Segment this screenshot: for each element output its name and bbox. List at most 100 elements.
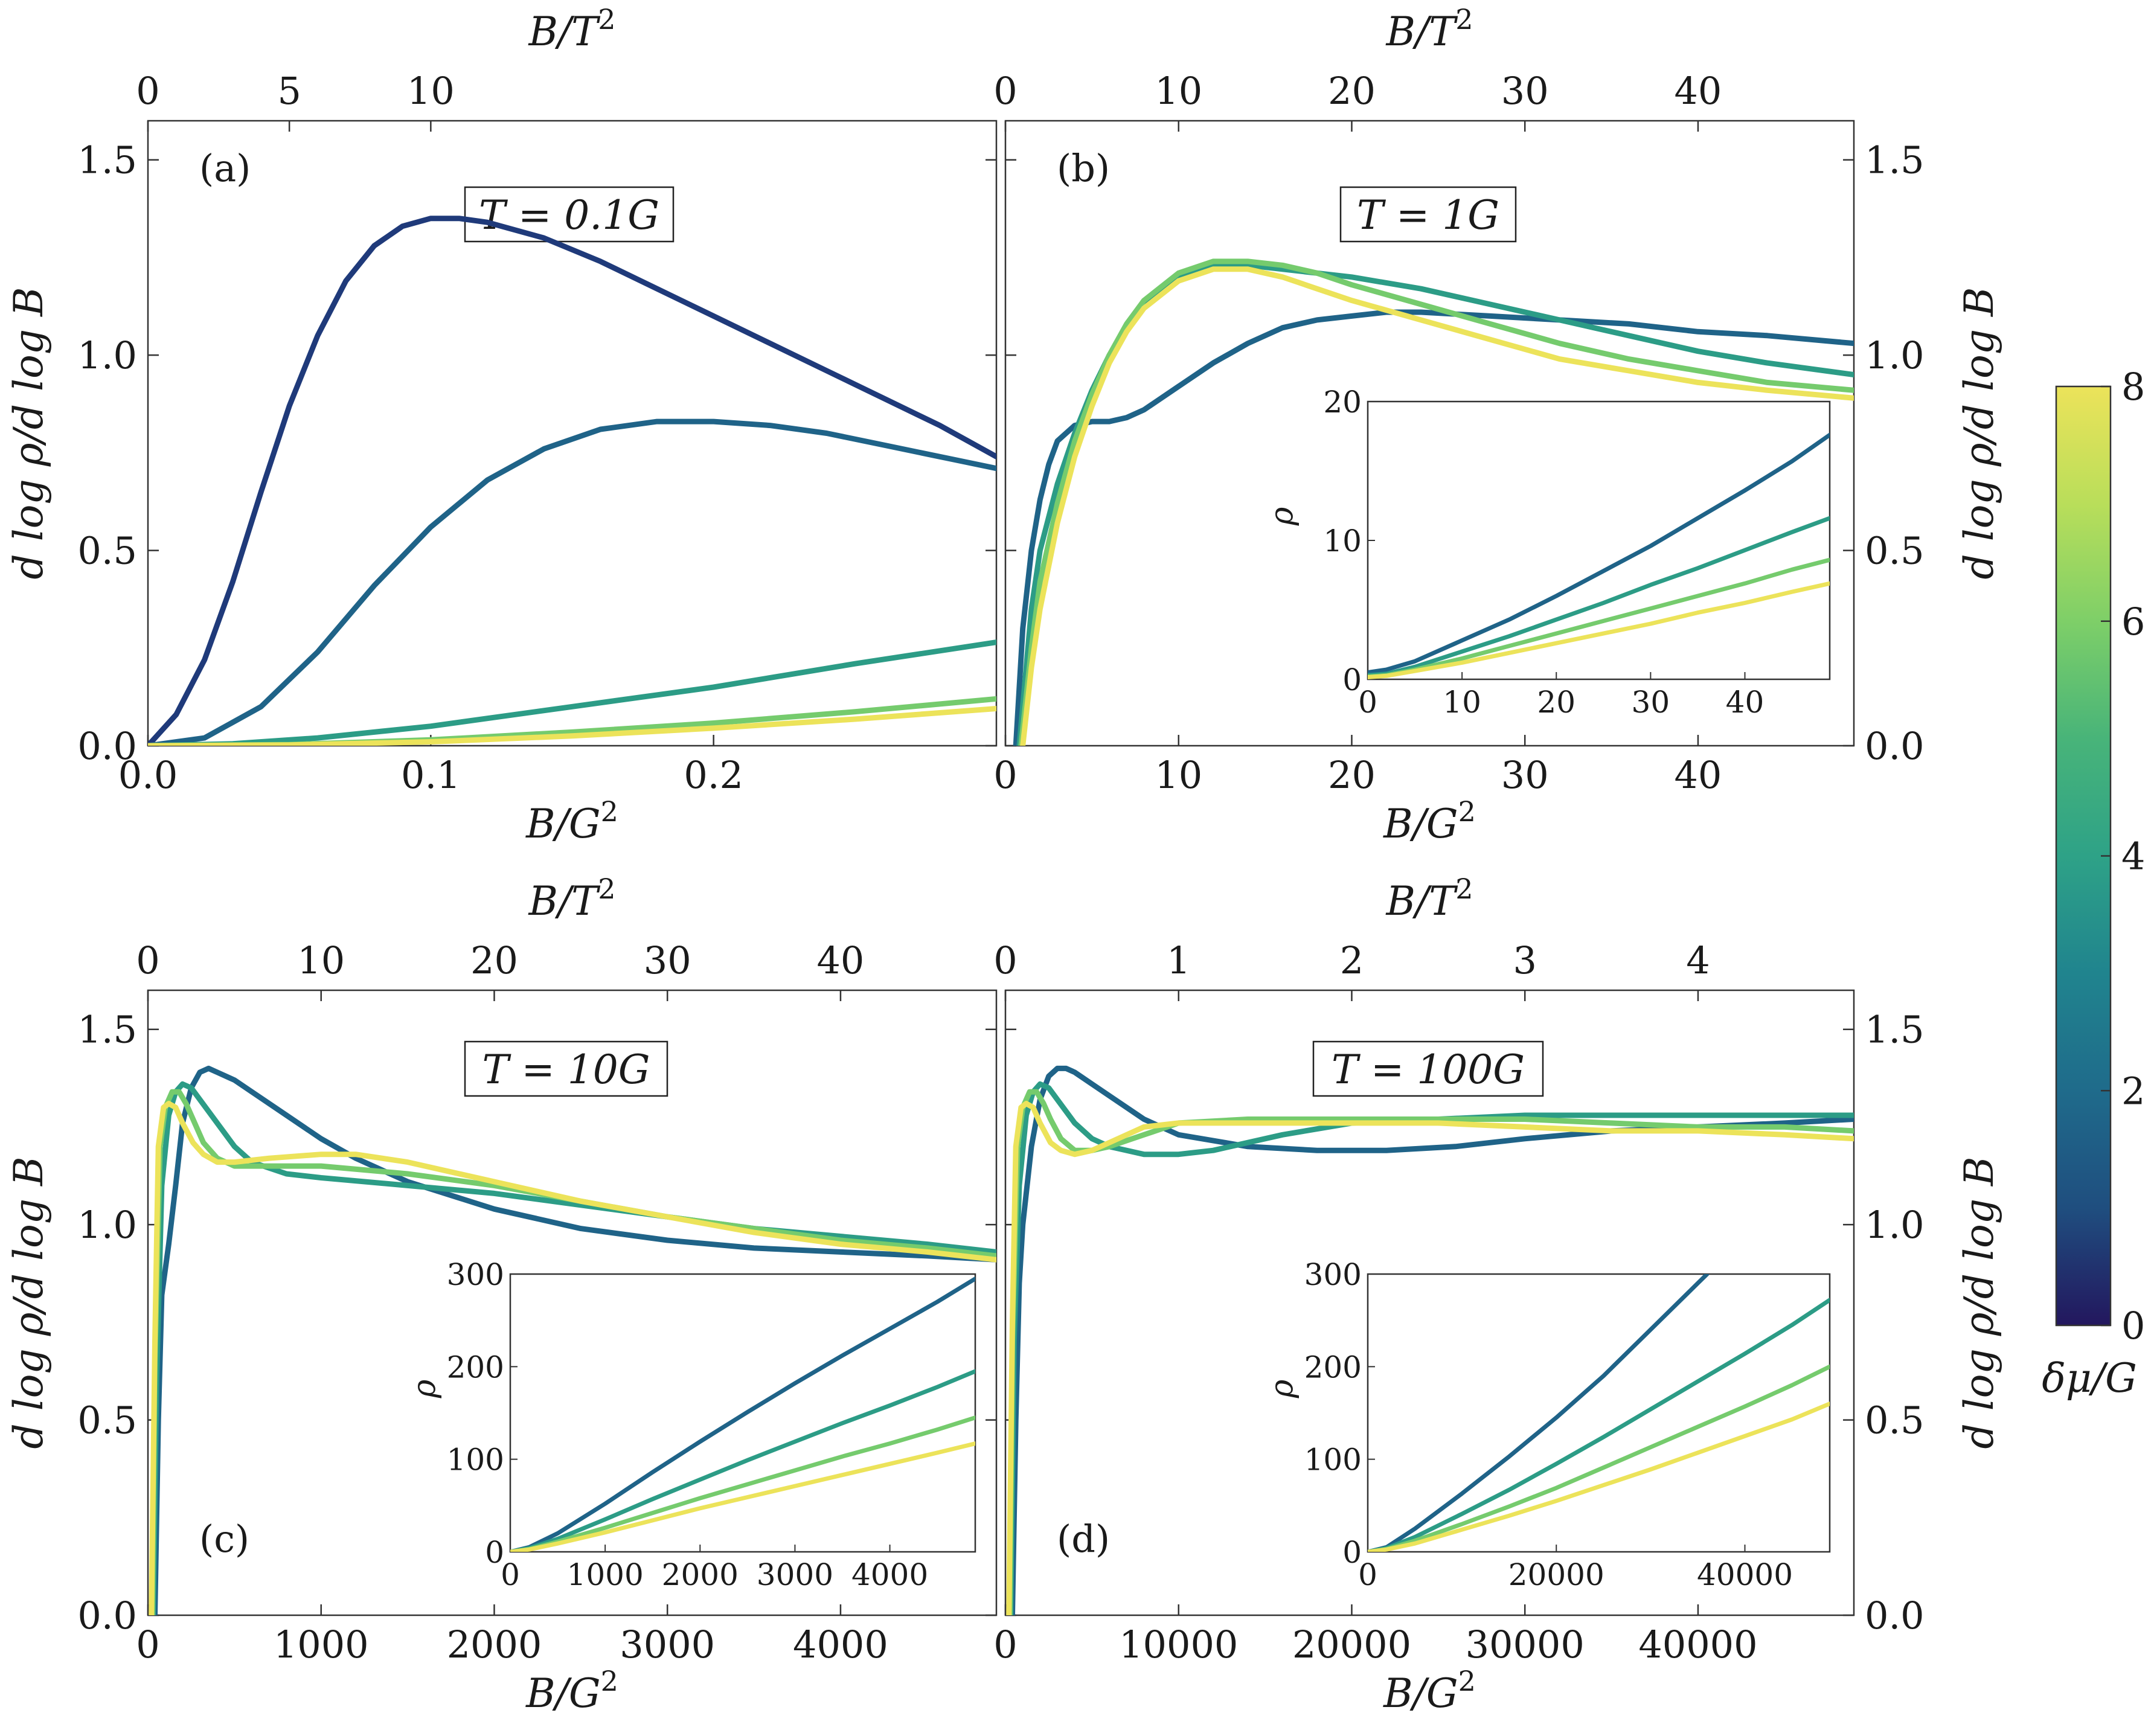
y-tick-label: 0.5 xyxy=(1865,1398,1925,1443)
inset-x-tick-label: 40 xyxy=(1726,685,1765,720)
top-x-tick-label: 20 xyxy=(470,938,518,982)
temperature-label: T = 1G xyxy=(1357,192,1499,239)
top-x-axis-title: B/T2 xyxy=(528,873,615,924)
x-tick-label: 4000 xyxy=(793,1622,888,1667)
panel-label: (d) xyxy=(1057,1517,1110,1561)
y-tick-label: 0.0 xyxy=(77,1593,137,1638)
series-line xyxy=(148,418,996,746)
inset-y-tick-label: 300 xyxy=(1304,1257,1362,1292)
top-x-tick-label: 20 xyxy=(1328,69,1376,113)
x-tick-label: 20 xyxy=(1328,753,1376,797)
y-axis-title: d log ρ/d log B xyxy=(1956,1156,2002,1449)
x-tick-label: 10000 xyxy=(1119,1622,1238,1667)
y-tick-label: 1.0 xyxy=(1865,1203,1925,1247)
top-x-tick-label: 10 xyxy=(1155,69,1202,113)
x-axis-title: B/G2 xyxy=(1383,1665,1476,1717)
x-tick-label: 0 xyxy=(136,1622,159,1667)
top-x-axis-title: B/T2 xyxy=(528,3,615,55)
inset-y-axis-title: ρ xyxy=(406,1379,443,1398)
series-line xyxy=(148,706,996,746)
panel-label: (b) xyxy=(1057,146,1110,190)
colorbar-tick-label: 8 xyxy=(2121,365,2145,409)
series-line xyxy=(149,1101,996,1615)
temperature-box xyxy=(1339,186,1517,243)
top-x-tick-label: 10 xyxy=(407,69,455,113)
top-x-tick-label: 4 xyxy=(1686,938,1710,982)
inset-plot: 0 10 20 30 40 0 10 20 ρ xyxy=(1264,385,1831,720)
x-tick-label: 30000 xyxy=(1466,1622,1585,1667)
y-tick-label: 1.0 xyxy=(77,333,137,377)
y-axis-title: d log ρ/d log B xyxy=(1956,287,2002,579)
inset-x-tick-label: 1000 xyxy=(567,1557,644,1592)
y-axis-title: d log ρ/d log B xyxy=(5,1156,52,1449)
panel-a: 0.0 0.1 0.2 0 5 10 0.0 0.5 1.0 1.5 B/G2 B/T2 d log ρ… xyxy=(5,3,998,847)
top-x-tick-label: 40 xyxy=(1674,69,1722,113)
inset-x-tick-label: 0 xyxy=(1358,685,1377,720)
top-x-axis-title: B/T2 xyxy=(1385,3,1473,55)
top-x-tick-label: 40 xyxy=(816,938,864,982)
inset-x-tick-label: 20000 xyxy=(1508,1557,1604,1592)
temperature-label: T = 100G xyxy=(1332,1046,1525,1093)
inset-y-tick-label: 0 xyxy=(485,1535,504,1570)
y-tick-label: 0.0 xyxy=(1865,1593,1925,1638)
inset-plot: 0 1000 2000 3000 4000 0 100 200 300 ρ xyxy=(406,1257,976,1592)
temperature-box xyxy=(464,1040,668,1097)
colorbar: 0 2 4 6 8 δμ/G xyxy=(2042,365,2145,1401)
inset-series-line xyxy=(510,1276,975,1552)
x-tick-label: 2000 xyxy=(447,1622,542,1667)
inset-x-tick-label: 4000 xyxy=(851,1557,928,1592)
x-tick-label: 3000 xyxy=(620,1622,715,1667)
y-tick-label: 1.5 xyxy=(1865,1008,1925,1052)
x-tick-label: 0 xyxy=(993,753,1017,797)
series-group xyxy=(149,1065,996,1615)
temperature-label: T = 0.1G xyxy=(479,192,659,239)
colorbar-tick-label: 0 xyxy=(2121,1304,2145,1348)
x-tick-label: 0.2 xyxy=(684,753,743,797)
inset-series-line xyxy=(1368,1274,1710,1552)
y-tick-label: 0.5 xyxy=(77,529,137,573)
x-tick-label: 40000 xyxy=(1638,1622,1757,1667)
top-x-tick-label: 30 xyxy=(1501,69,1549,113)
series-group xyxy=(148,216,996,746)
inset-series-group xyxy=(510,1276,975,1552)
panel-label: (a) xyxy=(199,146,251,190)
top-x-tick-label: 0 xyxy=(136,69,159,113)
inset-series-line xyxy=(1368,1401,1830,1552)
y-tick-label: 0.0 xyxy=(1865,724,1925,768)
inset-x-tick-label: 30 xyxy=(1632,685,1670,720)
inset-y-tick-label: 20 xyxy=(1323,385,1362,420)
inset-x-tick-label: 10 xyxy=(1443,685,1481,720)
y-tick-label: 0.5 xyxy=(77,1398,137,1443)
y-tick-label: 0.0 xyxy=(77,724,137,768)
inset-series-line xyxy=(510,1369,975,1552)
temperature-box xyxy=(464,186,675,243)
inset-x-tick-label: 20 xyxy=(1537,685,1575,720)
series-group xyxy=(1006,1065,1854,1615)
y-tick-label: 1.5 xyxy=(77,138,137,182)
series-group xyxy=(1013,258,1854,746)
x-axis-title: B/G2 xyxy=(525,795,618,847)
top-x-tick-label: 2 xyxy=(1340,938,1364,982)
top-x-tick-label: 0 xyxy=(993,938,1017,982)
x-tick-label: 1000 xyxy=(274,1622,369,1667)
inset-y-tick-label: 0 xyxy=(1342,1535,1362,1570)
inset-series-group xyxy=(1368,1274,1830,1552)
temperature-box xyxy=(1312,1040,1544,1097)
y-tick-label: 1.5 xyxy=(77,1008,137,1052)
top-x-tick-label: 0 xyxy=(136,938,159,982)
inset-y-tick-label: 10 xyxy=(1323,524,1362,559)
inset-y-tick-label: 300 xyxy=(447,1257,504,1292)
inset-y-tick-label: 200 xyxy=(447,1350,504,1385)
top-x-tick-label: 1 xyxy=(1167,938,1190,982)
series-line xyxy=(152,1065,996,1615)
top-x-tick-label: 10 xyxy=(297,938,345,982)
plot-frame xyxy=(1004,989,1855,1616)
series-line xyxy=(1018,258,1854,746)
inset-frame xyxy=(1367,400,1831,681)
plot-frame xyxy=(1004,120,1855,747)
panel-c: 0 1000 2000 3000 40000 10 20 30 400.00.51.01.5B/… xyxy=(5,873,998,1717)
x-tick-label: 0 xyxy=(993,1622,1017,1667)
x-tick-label: 30 xyxy=(1501,753,1549,797)
inset-y-tick-label: 100 xyxy=(447,1443,504,1478)
series-line xyxy=(148,216,996,746)
